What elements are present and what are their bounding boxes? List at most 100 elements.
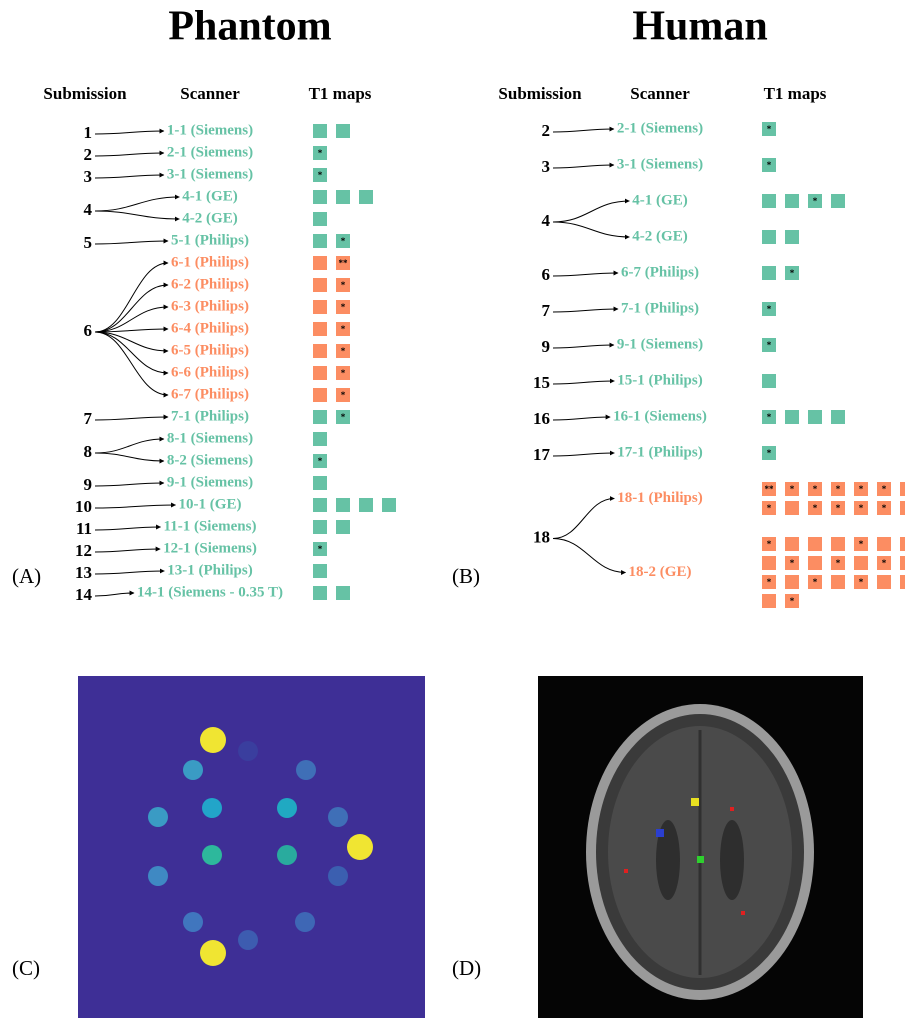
column-header: T1 maps [764, 84, 827, 103]
map-marker: * [767, 160, 772, 170]
map-marker: * [813, 484, 818, 494]
scanner-label: 11-1 (Siemens) [164, 518, 257, 534]
arrow [95, 571, 164, 574]
t1-map [831, 194, 845, 208]
map-marker: * [790, 596, 795, 606]
t1-map [359, 498, 373, 512]
t1-map [313, 520, 327, 534]
t1-map [808, 537, 822, 551]
arrow [95, 241, 168, 244]
map-marker: * [318, 544, 323, 554]
submission-number: 4 [542, 211, 551, 230]
map-marker: * [767, 577, 772, 587]
submission-number: 1 [84, 123, 93, 142]
submission-number: 13 [75, 563, 92, 582]
arrow [553, 222, 629, 237]
panel-label: (A) [12, 564, 41, 588]
map-marker: ** [765, 484, 775, 494]
scanner-label: 6-7 (Philips) [621, 264, 699, 280]
t1-map [313, 190, 327, 204]
t1-map [313, 256, 327, 270]
scanner-label: 8-1 (Siemens) [167, 430, 253, 446]
submission-number: 15 [533, 373, 550, 392]
map-marker: * [341, 412, 346, 422]
arrow [553, 129, 614, 132]
t1-map [313, 564, 327, 578]
map-marker: * [813, 196, 818, 206]
t1-map [313, 124, 327, 138]
submission-number: 9 [542, 337, 551, 356]
map-marker: * [767, 539, 772, 549]
t1-map [808, 410, 822, 424]
map-marker: * [790, 558, 795, 568]
t1-map [313, 322, 327, 336]
figure: (C) (D) PhantomSubmissionScannerT1 maps(… [0, 0, 905, 1018]
t1-map [313, 366, 327, 380]
column-header: T1 maps [309, 84, 372, 103]
brain-image [538, 676, 863, 1018]
submission-number: 5 [84, 233, 93, 252]
map-marker: * [813, 577, 818, 587]
t1-map [313, 234, 327, 248]
map-marker: * [767, 448, 772, 458]
scanner-label: 2-1 (Siemens) [167, 144, 253, 160]
column-header: Scanner [180, 84, 240, 103]
column-header: Scanner [630, 84, 690, 103]
map-marker: * [318, 170, 323, 180]
scanner-label: 18-1 (Philips) [617, 490, 702, 506]
map-marker: * [767, 124, 772, 134]
scanner-label: 1-1 (Siemens) [167, 122, 253, 138]
t1-map [762, 594, 776, 608]
scanner-label: 9-1 (Siemens) [617, 336, 703, 352]
map-marker: * [790, 484, 795, 494]
scanner-label: 4-1 (GE) [182, 188, 237, 204]
arrow [95, 527, 161, 530]
t1-map [877, 575, 891, 589]
submission-number: 12 [75, 541, 92, 560]
arrow [95, 263, 168, 332]
scanner-label: 17-1 (Philips) [617, 444, 702, 460]
panel-title: Phantom [168, 4, 331, 50]
map-marker: * [318, 148, 323, 158]
arrow [553, 539, 626, 573]
panel-label: (B) [452, 564, 480, 588]
scanner-label: 13-1 (Philips) [167, 562, 252, 578]
column-header: Submission [43, 84, 127, 103]
map-marker: * [767, 304, 772, 314]
t1-map [313, 432, 327, 446]
scanner-label: 8-2 (Siemens) [167, 452, 253, 468]
map-marker: * [341, 390, 346, 400]
map-marker: * [341, 302, 346, 312]
map-marker: * [836, 484, 841, 494]
t1-map [382, 498, 396, 512]
submission-number: 14 [75, 585, 93, 604]
scanner-label: 6-6 (Philips) [171, 364, 249, 380]
t1-map [336, 498, 350, 512]
t1-map [900, 556, 905, 570]
scanner-label: 5-1 (Philips) [171, 232, 249, 248]
arrow [553, 201, 629, 222]
submission-number: 16 [533, 409, 550, 428]
t1-map [762, 194, 776, 208]
scanner-label: 7-1 (Philips) [171, 408, 249, 424]
t1-map [785, 230, 799, 244]
arrow [95, 439, 164, 453]
scanner-label: 14-1 (Siemens - 0.35 T) [137, 584, 283, 600]
map-marker: * [767, 412, 772, 422]
arrow [95, 505, 176, 508]
scanner-label: 9-1 (Siemens) [167, 474, 253, 490]
arrow [553, 309, 618, 312]
arrow [553, 417, 610, 420]
t1-map [313, 476, 327, 490]
map-marker: * [813, 503, 818, 513]
arrow [553, 345, 614, 348]
t1-map [854, 556, 868, 570]
scanner-label: 10-1 (GE) [179, 496, 242, 512]
submission-number: 10 [75, 497, 92, 516]
map-marker: * [836, 503, 841, 513]
t1-map [313, 300, 327, 314]
map-marker: * [882, 558, 887, 568]
submission-number: 17 [533, 445, 551, 464]
submission-number: 7 [84, 409, 93, 428]
map-marker: * [318, 456, 323, 466]
